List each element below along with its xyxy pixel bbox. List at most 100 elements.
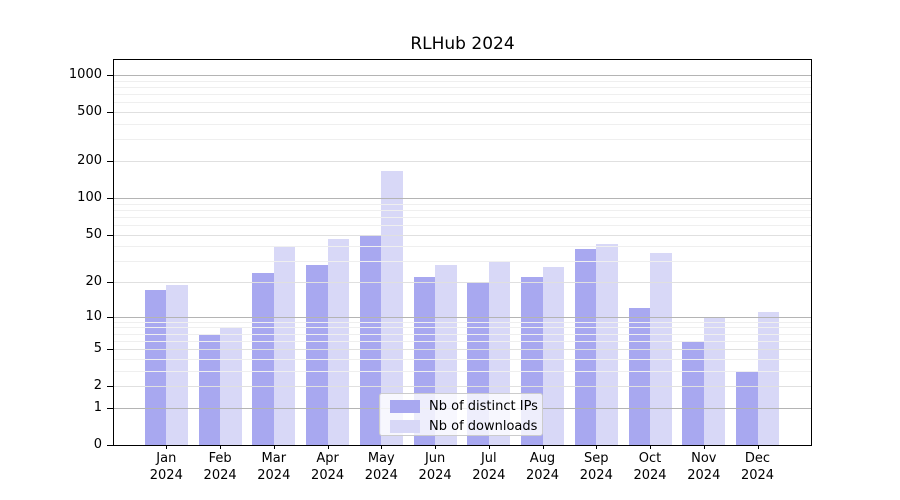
x-tick-label-sep: Sep 2024 (579, 451, 613, 483)
bar-downloads-may (381, 170, 403, 445)
bar-downloads-apr (327, 238, 350, 445)
legend-swatch-distinct-ips (390, 399, 420, 413)
x-tick-label-nov: Nov 2024 (687, 451, 721, 483)
gridline-1000 (114, 75, 811, 76)
x-tick-label-aug: Aug 2024 (525, 451, 560, 483)
bar-ips-sep (574, 248, 597, 445)
gridline-6 (114, 340, 811, 342)
y-tick-label-1000: 1000 (68, 67, 102, 82)
gridline-4 (114, 358, 811, 360)
gridline-100 (114, 197, 811, 199)
gridline-500 (114, 112, 811, 114)
bar-ips-jan (144, 290, 167, 445)
x-tick-label-apr: Apr 2024 (311, 451, 345, 483)
x-tick-label-jan: Jan 2024 (149, 451, 183, 483)
y-tick-label-2: 2 (93, 378, 102, 394)
y-tick-label-20: 20 (85, 274, 102, 289)
x-tick-label-feb: Feb 2024 (203, 451, 237, 483)
y-tick-1000 (107, 75, 113, 76)
y-tick-label-500: 500 (77, 104, 102, 120)
gridline-700 (114, 94, 811, 96)
y-tick-label-100: 100 (77, 189, 102, 205)
y-tick-label-5: 5 (93, 341, 102, 357)
y-tick-label-10: 10 (85, 308, 102, 324)
chart-title: RLHub 2024 (410, 34, 515, 54)
gridline-20 (114, 282, 811, 283)
bar-downloads-sep (596, 243, 618, 445)
gridline-8 (114, 327, 811, 329)
x-tick-may (381, 445, 383, 449)
gridline-50 (114, 234, 811, 236)
bar-downloads-aug (542, 266, 565, 445)
x-tick-label-may: May 2024 (364, 451, 398, 483)
x-tick-apr (327, 445, 329, 449)
bar-downloads-mar (273, 246, 296, 445)
x-tick-nov (703, 445, 705, 449)
y-tick-500 (107, 112, 113, 114)
gridline-400 (114, 124, 811, 125)
bar-downloads-jan (166, 284, 188, 445)
x-tick-jan (166, 445, 168, 449)
bar-downloads-dec (757, 311, 779, 445)
gridline-3 (114, 370, 811, 372)
bar-downloads-oct (650, 253, 672, 445)
gridline-9 (114, 321, 811, 323)
bar-downloads-nov (703, 316, 726, 445)
gridline-5 (114, 349, 811, 351)
legend-row-downloads: Nb of downloads (390, 416, 542, 436)
bar-ips-nov (682, 340, 704, 445)
x-tick-jul (488, 445, 490, 449)
y-tick-5 (107, 349, 113, 351)
legend-label-distinct-ips: Nb of distinct IPs (429, 398, 538, 414)
bar-ips-may (359, 234, 382, 445)
legend-row-distinct-ips: Nb of distinct IPs (390, 396, 542, 416)
y-tick-label-50: 50 (85, 226, 102, 242)
x-tick-label-jun: Jun 2024 (418, 451, 452, 483)
y-tick-10 (107, 316, 113, 318)
x-tick-label-mar: Mar 2024 (257, 451, 291, 483)
gridline-30 (114, 261, 811, 263)
gridline-90 (114, 203, 811, 205)
x-tick-label-dec: Dec 2024 (740, 451, 775, 483)
y-tick-200 (107, 161, 113, 162)
x-tick-mar (273, 445, 275, 449)
y-tick-20 (107, 282, 113, 283)
legend-label-downloads: Nb of downloads (429, 418, 538, 434)
y-tick-50 (107, 234, 113, 236)
x-tick-aug (542, 445, 544, 449)
y-tick-label-1: 1 (93, 399, 102, 415)
bar-ips-feb (198, 333, 220, 445)
grid-layer (114, 60, 811, 445)
bar-ips-oct (628, 307, 650, 445)
x-tick-sep (596, 445, 598, 449)
x-tick-oct (650, 445, 651, 449)
bar-downloads-feb (220, 327, 242, 445)
gridline-80 (114, 209, 811, 211)
gridline-600 (114, 102, 811, 104)
plot-area: Nb of distinct IPs Nb of downloads (113, 59, 812, 446)
gridline-800 (114, 87, 811, 88)
x-tick-dec (757, 445, 759, 449)
y-tick-100 (107, 197, 113, 199)
gridline-10 (114, 316, 811, 318)
gridline-300 (114, 139, 811, 141)
gridline-40 (114, 246, 811, 248)
gridline-70 (114, 216, 811, 218)
bar-ips-apr (306, 264, 328, 445)
gridline-900 (114, 80, 811, 82)
x-tick-jun (435, 445, 437, 449)
x-tick-feb (220, 445, 222, 449)
legend: Nb of distinct IPs Nb of downloads (379, 393, 543, 436)
legend-swatch-downloads (390, 419, 420, 433)
y-tick-2 (107, 386, 113, 388)
gridline-2 (114, 386, 811, 388)
y-tick-label-200: 200 (77, 153, 102, 168)
gridline-60 (114, 224, 811, 226)
gridline-7 (114, 333, 811, 335)
y-tick-label-0: 0 (93, 437, 102, 452)
x-tick-label-oct: Oct 2024 (633, 451, 667, 483)
y-tick-0 (107, 445, 113, 446)
y-tick-1 (107, 407, 113, 409)
x-tick-label-jul: Jul 2024 (472, 451, 506, 483)
